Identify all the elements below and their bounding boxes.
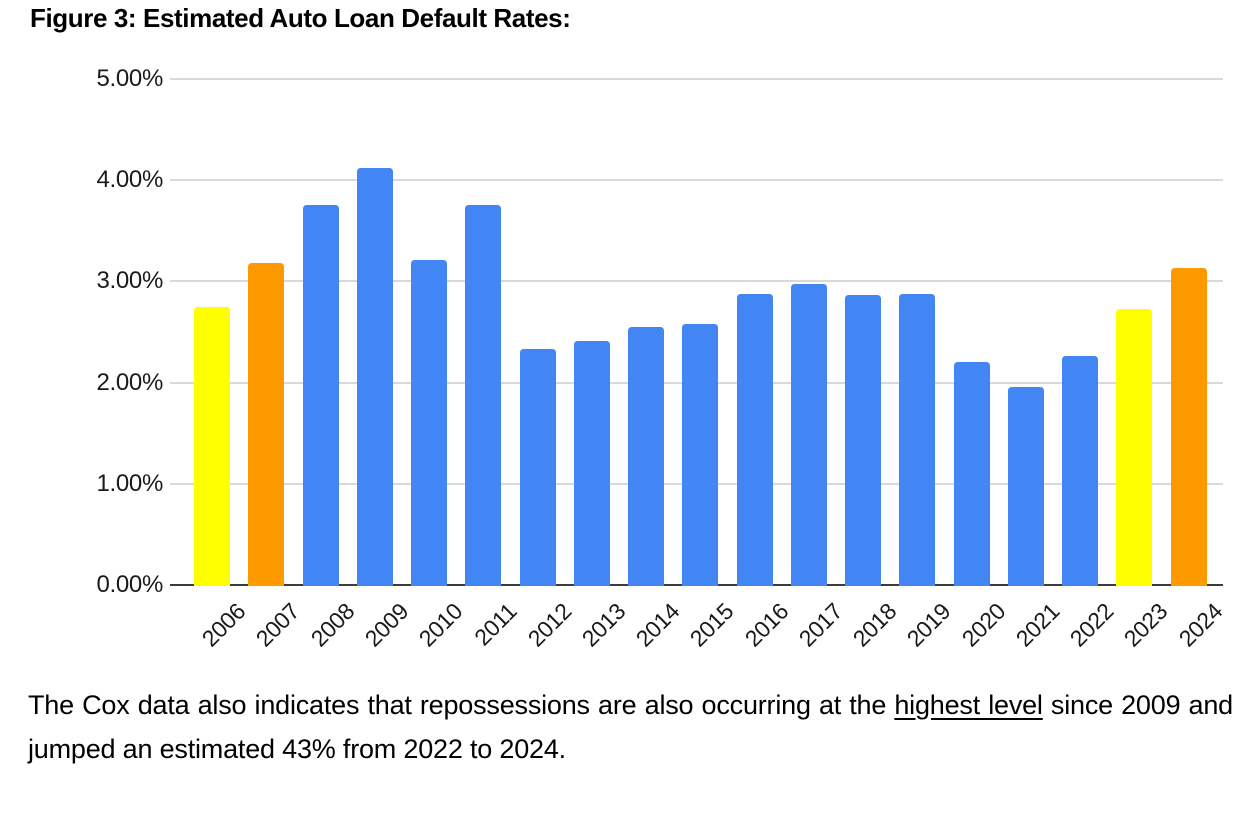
x-axis-tick-label: 2012	[522, 598, 576, 652]
caption-text-after: since 2009 and jumped an estimated 43% f…	[28, 690, 1234, 764]
bar-2012	[520, 349, 556, 586]
y-axis-tick-label: 4.00%	[96, 166, 163, 193]
x-axis-tick-label: 2014	[630, 598, 685, 652]
bar-2018	[845, 295, 881, 586]
bar-2014	[628, 327, 664, 586]
bar-2020	[954, 362, 990, 586]
x-axis-tick-label: 2021	[1010, 598, 1065, 652]
bar-2015	[682, 324, 718, 586]
x-axis-tick-label: 2013	[576, 598, 631, 652]
x-axis-tick-label: 2018	[847, 598, 902, 652]
bar-2010	[411, 260, 447, 586]
bar-2006	[194, 307, 230, 586]
x-axis-tick-label: 2010	[413, 598, 468, 652]
bar-2022	[1062, 356, 1098, 586]
y-axis-tick-label: 5.00%	[96, 65, 163, 92]
x-axis-tick-label: 2009	[359, 598, 414, 652]
bar-2024	[1171, 268, 1207, 586]
x-axis-tick-label: 2020	[956, 598, 1010, 652]
y-axis-tick-label: 0.00%	[96, 571, 163, 598]
gridline	[170, 179, 1223, 181]
y-axis-tick-label: 3.00%	[96, 267, 163, 294]
bar-2023	[1116, 309, 1152, 586]
bar-2019	[899, 294, 935, 586]
bar-chart: 0.00% 1.00% 2.00% 3.00% 4.00% 5.00% 2006 2007 20…	[96, 65, 1227, 652]
x-axis-tick-label: 2019	[901, 598, 956, 652]
x-axis-tick-label: 2016	[739, 598, 793, 652]
bar-2021	[1008, 387, 1044, 586]
y-axis-tick-label: 1.00%	[96, 470, 163, 497]
gridline	[170, 280, 1223, 282]
y-axis-tick-label: 2.00%	[96, 369, 163, 396]
caption-underlined-phrase: highest level	[894, 690, 1043, 720]
x-axis-tick-label: 2015	[684, 598, 739, 652]
caption-text-before: The Cox data also indicates that reposse…	[28, 690, 895, 720]
bar-2013	[574, 341, 610, 586]
x-axis-tick-label: 2007	[250, 598, 305, 652]
bar-2007	[248, 263, 284, 586]
x-axis-tick-label: 2008	[305, 598, 359, 652]
caption-paragraph: The Cox data also indicates that reposse…	[28, 683, 1233, 771]
bar-2009	[357, 168, 393, 586]
x-axis-tick-label: 2022	[1064, 598, 1119, 652]
figure-title: Figure 3: Estimated Auto Loan Default Ra…	[30, 3, 571, 33]
bar-2017	[791, 284, 827, 586]
x-axis-tick-label: 2017	[793, 598, 848, 652]
x-axis-tick-label: 2006	[196, 598, 251, 652]
x-axis-tick-label: 2023	[1118, 598, 1173, 652]
x-axis-tick-label: 2024	[1173, 598, 1227, 652]
bar-2008	[303, 205, 339, 586]
gridline	[170, 78, 1223, 80]
x-axis-tick-label: 2011	[469, 598, 522, 651]
bar-2011	[465, 205, 501, 586]
bar-2016	[737, 294, 773, 586]
